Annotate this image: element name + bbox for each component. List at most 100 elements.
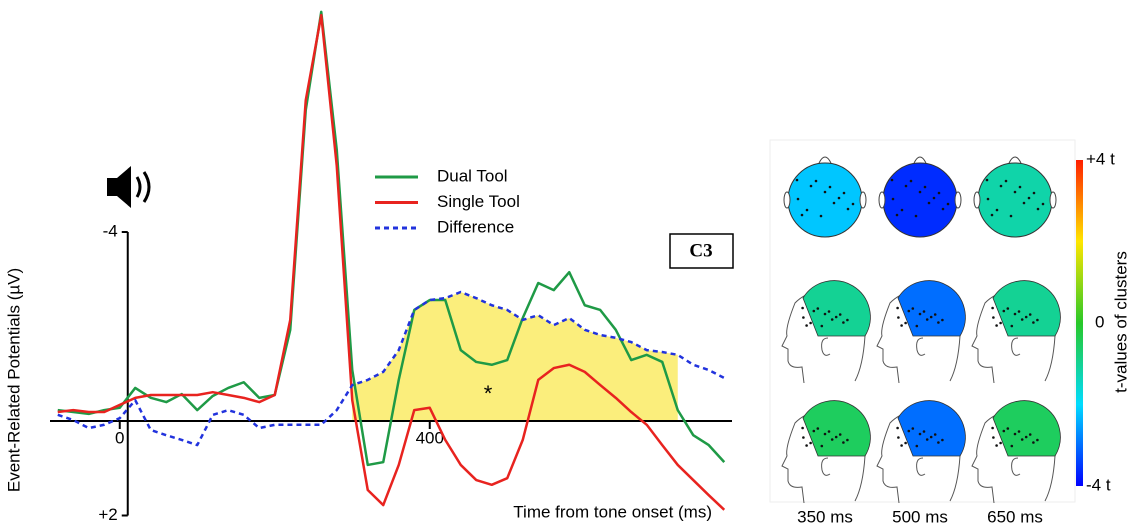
ear [954,191,962,209]
ear [1011,337,1021,356]
electrode [929,315,933,319]
column-label: 500 ms [892,507,948,526]
colorbar-tick-label: +4 t [1086,149,1115,168]
topomap [802,400,871,457]
electrode [819,214,823,218]
electrode [820,324,824,328]
electrode [937,321,940,324]
significant-area [352,292,678,422]
electrode [1017,310,1021,313]
electrode [1006,307,1010,310]
electrode [995,444,998,447]
legend-label: Difference [437,217,514,236]
topomap [992,280,1061,337]
electrode [809,184,813,188]
electrode [830,318,834,321]
electrode [805,208,809,212]
electrode [941,438,944,442]
legend-label: Single Tool [437,192,520,211]
electrode [805,444,808,447]
electrode [851,202,855,206]
electrode [1024,315,1028,319]
topomap [977,162,1053,238]
electrode [999,184,1003,188]
y-tick-label: +2 [98,505,117,524]
electrode [925,318,929,321]
electrode [1032,191,1036,195]
electrode [1010,444,1014,448]
electrode [900,444,903,447]
electrode [991,426,994,430]
topomap [882,162,958,238]
electrode [1013,432,1017,436]
electrode [795,178,799,182]
electrode [828,185,832,189]
electrode [838,313,842,316]
electrode [890,178,894,182]
electrode [918,190,922,194]
electrode [1009,214,1013,218]
electrode [801,306,804,310]
x-tick-label: 400 [416,428,444,447]
legend-label: Dual Tool [437,166,508,185]
colorbar [1076,160,1083,486]
nose [818,156,832,164]
electrode [842,321,845,324]
electrode [1036,207,1040,211]
electrode [895,213,899,217]
electrode [915,444,919,448]
colorbar-tick-label: 0 [1095,312,1104,331]
ear [916,457,926,476]
electrode [1002,429,1006,433]
electrode [933,433,937,436]
electrode [911,427,915,430]
electrode [1018,185,1022,189]
electrode [1024,435,1028,439]
electrode [922,430,926,433]
electrode [896,426,899,430]
topomap [787,162,863,238]
electrode [816,427,820,430]
electrode [1006,427,1010,430]
electrode [823,312,827,316]
electrode [834,435,838,439]
electrode-label: C3 [689,240,712,261]
topomap [897,400,966,457]
electrode [802,316,805,319]
annotation: * [484,381,493,406]
electrode [838,433,842,436]
electrode [985,178,989,182]
electrode [915,324,919,328]
electrode [941,207,945,211]
electrode [897,316,900,319]
colorbar-tick-label: -4 t [1086,475,1111,494]
electrode [929,435,933,439]
electrode [823,432,827,436]
electrode [1020,318,1024,321]
electrode [1017,430,1021,433]
electrode [802,436,805,439]
colorbar-label: t-values of clusters [1111,251,1130,393]
electrode [992,436,995,439]
electrode [809,321,812,325]
electrode [801,426,804,430]
electrode-box [669,233,734,269]
ear [1049,191,1057,209]
ear [916,337,926,356]
electrode [1032,321,1035,324]
electrode [918,312,922,316]
electrode [846,438,849,442]
electrode [827,430,831,433]
ear [783,191,791,209]
ear [859,191,867,209]
electrode [1028,433,1032,436]
electrode [900,208,904,212]
electrode [1013,190,1017,194]
electrode [827,310,831,313]
electrode [814,179,818,183]
nose [1008,156,1022,164]
electrode [1022,201,1026,205]
electrode [904,321,907,325]
electrode [832,201,836,205]
